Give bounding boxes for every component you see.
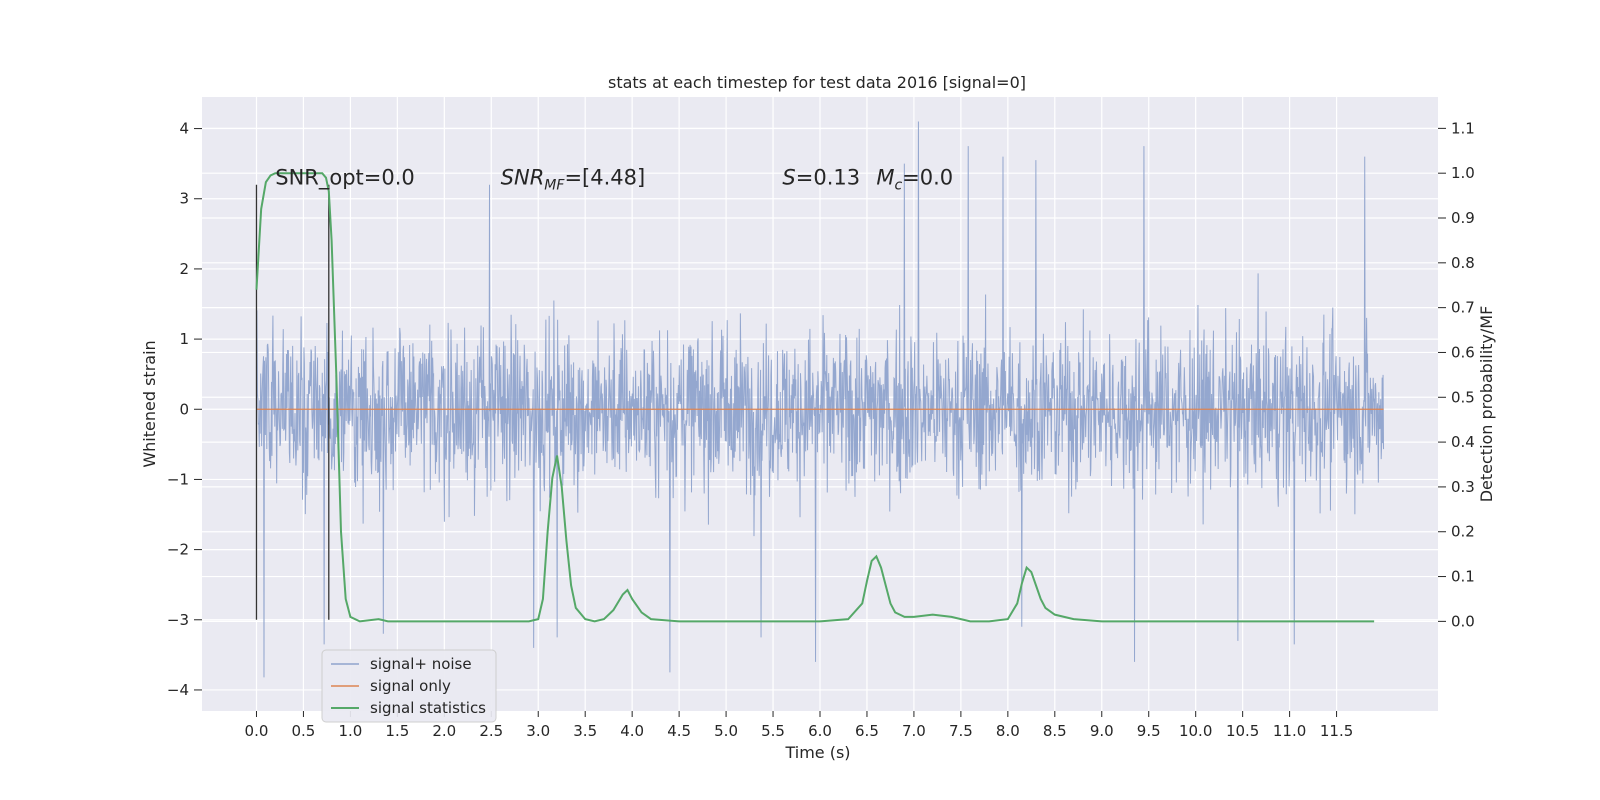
series-layer (255, 172, 1384, 623)
y-right-tick-label: 0.4 (1451, 433, 1475, 451)
y-left-axis-ticks: 4 3 2 1 0 −1 −2 −3 −4 (167, 120, 202, 699)
x-axis-label: Time (s) (784, 743, 850, 762)
x-tick-label: 8.0 (996, 722, 1020, 740)
y-left-tick-label: 1 (179, 330, 189, 348)
x-tick-label: 2.5 (479, 722, 503, 740)
x-tick-label: 10.0 (1179, 722, 1212, 740)
x-tick-label: 4.5 (667, 722, 691, 740)
legend-box (321, 649, 497, 723)
annotation: S=0.13 (782, 166, 860, 190)
x-axis-ticks: 0.0 0.5 1.0 1.5 2.0 2.5 3.0 3.5 4.0 4.5 5.0 5.5 6.0 6… (245, 711, 1353, 740)
x-tick-label: 5.0 (714, 722, 738, 740)
x-tick-label: 7.5 (949, 722, 973, 740)
y-right-tick-label: 0.0 (1451, 612, 1475, 630)
y-right-tick-label: 0.9 (1451, 209, 1475, 227)
x-tick-label: 3.5 (573, 722, 597, 740)
y-right-tick-label: 0.3 (1451, 478, 1475, 496)
x-tick-label: 4.0 (620, 722, 644, 740)
y-left-tick-label: −2 (167, 541, 189, 559)
x-tick-label: 6.5 (855, 722, 879, 740)
legend-label: signal statistics (370, 699, 486, 717)
y-left-tick-label: 0 (179, 400, 189, 418)
x-tick-label: 5.5 (761, 722, 785, 740)
x-tick-label: 0.5 (292, 722, 316, 740)
y-left-tick-label: −1 (167, 470, 189, 488)
legend: signal+ noise signal only signal statistic… (321, 649, 497, 723)
y-left-tick-label: 4 (179, 120, 189, 138)
signal-noise-series (255, 121, 1385, 678)
y-right-tick-label: 1.0 (1451, 164, 1475, 182)
y-right-tick-label: 0.5 (1451, 388, 1475, 406)
annotations: SNR_opt=0.0 SNRMF=[4.48] S=0.13 Mc=0.0 (275, 166, 953, 194)
signal-noise-line (255, 121, 1385, 678)
annotation: SNR_opt=0.0 (275, 166, 415, 191)
x-tick-label: 0.0 (245, 722, 269, 740)
legend-label: signal+ noise (370, 655, 472, 673)
y-right-tick-label: 0.2 (1451, 523, 1475, 541)
y-right-tick-label: 0.7 (1451, 299, 1475, 317)
annotation: SNRMF=[4.48] (501, 166, 646, 194)
y-right-axis-ticks: 1.1 1.0 0.9 0.8 0.7 0.6 0.5 0.4 0.3 0.2 0.1 0.0 (1438, 119, 1475, 630)
y-left-tick-label: 3 (179, 190, 189, 208)
x-tick-label: 9.5 (1137, 722, 1161, 740)
y-left-tick-label: 2 (179, 260, 189, 278)
y-right-axis-label: Detection probability/MF (1477, 306, 1496, 503)
signal-statistics-line (255, 172, 1375, 623)
y-right-tick-label: 0.1 (1451, 568, 1475, 586)
x-tick-label: 11.5 (1320, 722, 1353, 740)
y-left-tick-label: −3 (167, 611, 189, 629)
annotation: Mc=0.0 (876, 166, 953, 194)
y-right-tick-label: 0.8 (1451, 254, 1475, 272)
legend-label: signal only (370, 677, 451, 695)
y-right-tick-label: 1.1 (1451, 119, 1475, 137)
y-left-tick-label: −4 (167, 681, 189, 699)
x-tick-label: 6.0 (808, 722, 832, 740)
grid (202, 97, 1438, 711)
x-tick-label: 8.5 (1043, 722, 1067, 740)
x-tick-label: 2.0 (432, 722, 456, 740)
x-tick-label: 9.0 (1090, 722, 1114, 740)
x-tick-label: 10.5 (1226, 722, 1259, 740)
y-left-axis-label: Whitened strain (140, 340, 159, 467)
x-tick-label: 1.5 (385, 722, 409, 740)
y-right-tick-label: 0.6 (1451, 343, 1475, 361)
chart-title: stats at each timestep for test data 201… (608, 73, 1026, 92)
x-tick-label: 1.0 (338, 722, 362, 740)
x-tick-label: 3.0 (526, 722, 550, 740)
x-tick-label: 11.0 (1273, 722, 1306, 740)
x-tick-label: 7.0 (902, 722, 926, 740)
